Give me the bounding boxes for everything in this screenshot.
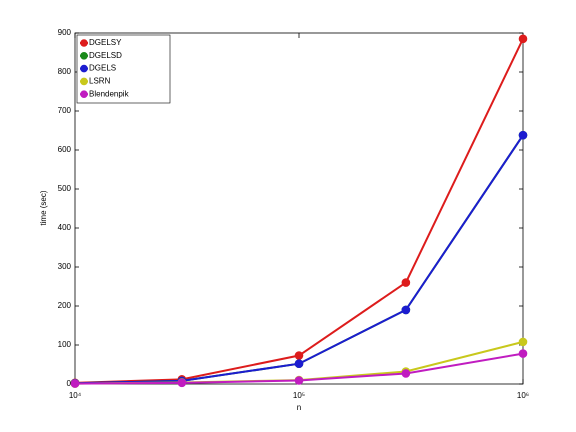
marker [177, 378, 187, 388]
x-axis-label: n [297, 403, 301, 412]
marker [401, 305, 411, 315]
legend-marker [80, 39, 88, 47]
y-tick-label: 300 [58, 262, 72, 271]
legend-label: DGELS [89, 64, 116, 73]
marker [294, 376, 304, 385]
legend-label: DGELSY [89, 38, 122, 47]
marker [401, 278, 411, 287]
legend-marker [80, 64, 88, 73]
y-tick-label: 800 [58, 67, 72, 76]
y-axis-label: time (sec) [39, 190, 48, 225]
y-tick-label: 400 [58, 223, 72, 232]
marker [401, 369, 411, 378]
legend-label: DGELSD [89, 51, 122, 60]
legend-marker [80, 90, 88, 98]
y-tick-label: 100 [58, 340, 72, 349]
x-tick-label: 10⁴ [69, 391, 82, 400]
legend-label: LSRN [89, 77, 111, 86]
y-tick-label: 0 [67, 379, 72, 388]
legend-box [76, 34, 171, 104]
legend-label: Blendenpik [89, 89, 130, 98]
x-tick-label: 10⁶ [517, 391, 529, 400]
y-tick-label: 900 [58, 28, 72, 37]
marker [518, 130, 528, 140]
legend-marker [80, 52, 88, 60]
legend: DGELSY DGELSD DGELS LSRN Blendenpik [76, 34, 171, 104]
y-tick-label: 700 [58, 106, 72, 115]
marker [518, 337, 528, 347]
marker [294, 359, 304, 369]
y-tick-label: 200 [58, 301, 72, 310]
x-tick-label: 10⁵ [293, 391, 305, 400]
legend-marker [80, 77, 88, 86]
y-tick-label: 600 [58, 145, 72, 154]
y-tick-label: 500 [58, 184, 72, 193]
marker [518, 349, 528, 358]
marker [294, 351, 304, 360]
marker [518, 34, 528, 44]
marker [70, 379, 80, 388]
